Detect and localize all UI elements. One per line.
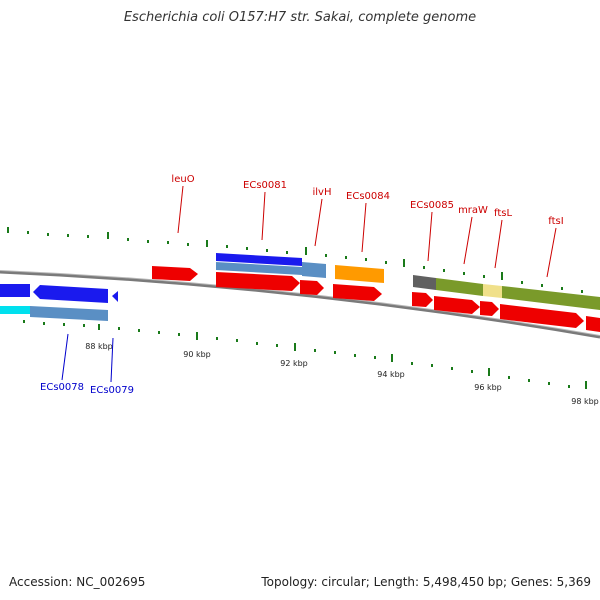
gene-mraW-arrow[interactable] [434, 296, 480, 314]
gene-mraW-feature[interactable] [436, 278, 483, 296]
gene-label-ECs0081[interactable]: ECs0081 [243, 180, 287, 191]
scale-label: 88 kbp [85, 342, 113, 351]
gene-ECs0077-arrow[interactable] [0, 284, 30, 297]
label-leaders [61, 185, 557, 383]
genome-title: Escherichia coli O157:H7 str. Sakai, com… [123, 10, 477, 25]
gene-ftsI-arrow[interactable] [500, 304, 584, 328]
lower-ticks [23, 320, 587, 389]
gene-ECs0078-arrow[interactable] [33, 285, 108, 303]
upper-ticks [7, 227, 583, 293]
gene-label-ftsL[interactable]: ftsL [494, 208, 512, 219]
gene-leuO-arrow[interactable] [152, 266, 198, 281]
gene-label-leuO[interactable]: leuO [171, 174, 194, 185]
gene-ECs0085-arrow[interactable] [412, 292, 433, 307]
genome-backbone [0, 270, 600, 339]
gene-ECs0084-arrow[interactable] [333, 284, 382, 301]
scale-label: 90 kbp [183, 350, 211, 359]
forward-strand-arrows [216, 272, 600, 332]
cds-ECs0077[interactable] [0, 306, 30, 314]
cds-ECs0078[interactable] [30, 306, 108, 321]
cds-ilvH[interactable] [302, 262, 326, 278]
gene-ilvH-arrow[interactable] [300, 280, 324, 295]
scale-label: 94 kbp [377, 370, 405, 379]
gene-ftsI-feature[interactable] [502, 286, 600, 310]
gene-ECs0081-arrow[interactable] [216, 272, 300, 291]
gene-label-ECs0078[interactable]: ECs0078 [40, 382, 84, 393]
gene-ftsL-arrow[interactable] [480, 301, 499, 316]
scale-label: 96 kbp [474, 383, 502, 392]
gene-label-ftsI[interactable]: ftsI [548, 216, 563, 227]
genome-summary: Topology: circular; Length: 5,498,450 bp… [261, 575, 591, 589]
gene-label-ECs0085[interactable]: ECs0085 [410, 200, 454, 211]
gene-label-ECs0084[interactable]: ECs0084 [346, 191, 390, 202]
gene-next-arrow[interactable] [586, 316, 600, 332]
gene-ECs0081-reverse[interactable] [216, 253, 302, 266]
accession-label: Accession: NC_002695 [9, 575, 146, 589]
reverse-strand-features [0, 284, 118, 321]
forward-strand-features [152, 253, 600, 310]
scale-label: 92 kbp [280, 359, 308, 368]
gene-label-ECs0079[interactable]: ECs0079 [90, 385, 134, 396]
gene-label-ilvH[interactable]: ilvH [313, 187, 332, 198]
scale-label: 98 kbp [571, 397, 599, 406]
gene-ECs0084-feature[interactable] [335, 265, 384, 283]
gene-ECs0085-feature[interactable] [413, 275, 436, 290]
cds-ECs0081[interactable] [216, 262, 302, 275]
gene-ECs0079-arrow[interactable] [112, 291, 118, 302]
gene-label-mraW[interactable]: mraW [458, 205, 488, 216]
gene-ftsL-feature[interactable] [483, 284, 502, 298]
